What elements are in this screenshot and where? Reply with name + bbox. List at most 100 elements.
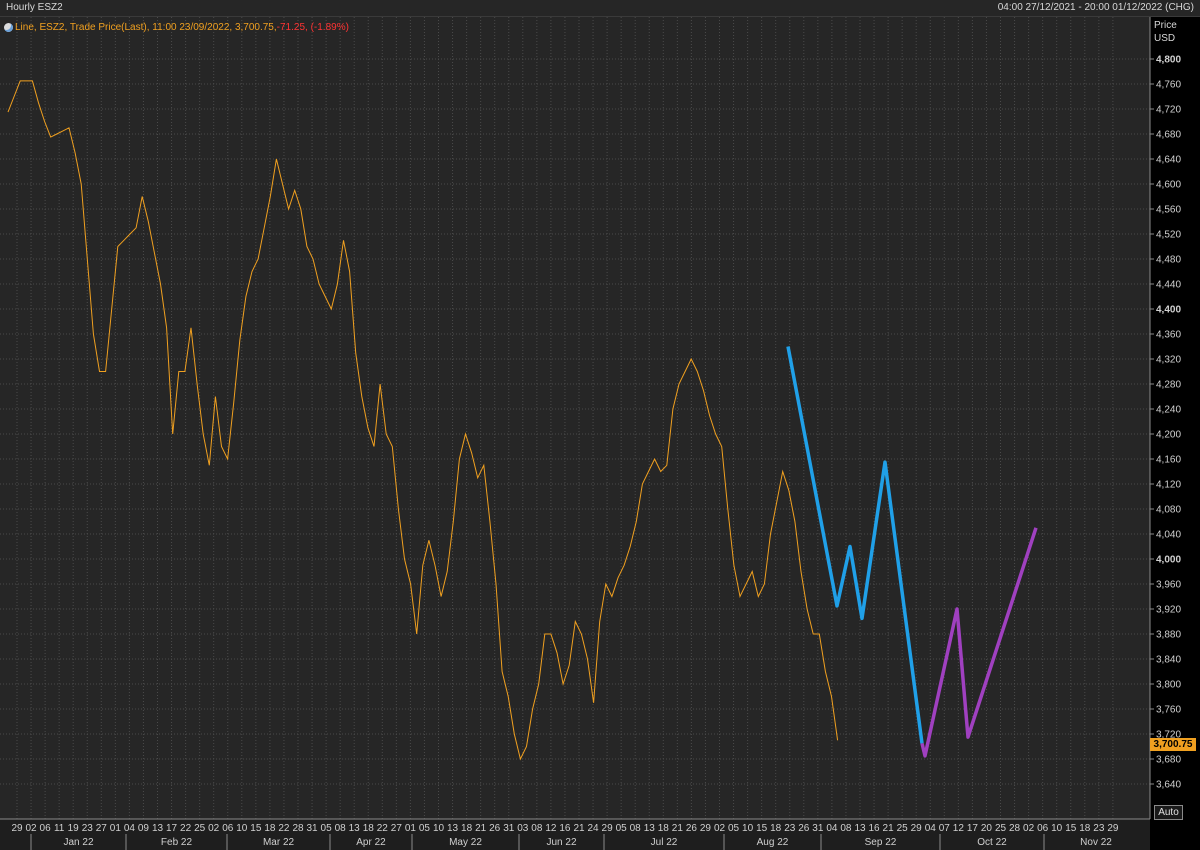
x-tick-label: 17: [166, 823, 178, 834]
y-tick-label: 4,000: [1156, 555, 1181, 566]
y-tick-label: 3,960: [1156, 580, 1181, 591]
y-tick-label: 3,760: [1156, 705, 1181, 716]
y-tick-label: 4,720: [1156, 105, 1181, 116]
month-label: Aug 22: [757, 837, 789, 848]
month-label: Feb 22: [161, 837, 193, 848]
x-tick-label: 03: [517, 823, 529, 834]
x-tick-label: 05: [728, 823, 740, 834]
title-bar: Hourly ESZ2 04:00 27/12/2021 - 20:00 01/…: [0, 0, 1200, 17]
x-tick-label: 18: [770, 823, 782, 834]
month-label: Oct 22: [977, 837, 1007, 848]
x-tick-label: 25: [194, 823, 206, 834]
x-tick-label: 19: [68, 823, 80, 834]
x-tick-label: 02: [1023, 823, 1035, 834]
month-label: Apr 22: [356, 837, 386, 848]
x-tick-label: 29: [1107, 823, 1119, 834]
x-tick-label: 10: [742, 823, 754, 834]
y-tick-label: 3,640: [1156, 780, 1181, 791]
y-tick-label: 4,200: [1156, 430, 1181, 441]
x-tick-label: 13: [152, 823, 164, 834]
x-tick-label: 26: [686, 823, 698, 834]
x-tick-label: 05: [419, 823, 431, 834]
x-tick-label: 25: [897, 823, 909, 834]
x-tick-label: 04: [124, 823, 136, 834]
series-legend[interactable]: Line, ESZ2, Trade Price(Last), 11:00 23/…: [4, 20, 349, 34]
x-tick-label: 09: [138, 823, 150, 834]
x-tick-label: 15: [756, 823, 768, 834]
x-tick-label: 05: [321, 823, 333, 834]
series-icon[interactable]: [4, 22, 13, 32]
auto-scale-button[interactable]: Auto: [1154, 805, 1183, 820]
chart-title: Hourly ESZ2: [6, 2, 63, 13]
y-tick-label: 3,880: [1156, 630, 1181, 641]
price-axis-unit: USD: [1154, 33, 1176, 44]
x-tick-label: 06: [1037, 823, 1049, 834]
x-tick-label: 10: [433, 823, 445, 834]
y-tick-label: 4,640: [1156, 155, 1181, 166]
x-tick-label: 18: [363, 823, 375, 834]
x-tick-label: 22: [278, 823, 290, 834]
x-tick-label: 15: [250, 823, 262, 834]
y-tick-label: 4,040: [1156, 530, 1181, 541]
x-axis: 29 02 06 11 19 23 27 01 04 09 13 17 22 25 02 06 10 15 18 22…: [0, 818, 1150, 850]
price-axis-title: Price: [1154, 20, 1177, 31]
y-tick-label: 4,480: [1156, 255, 1181, 266]
x-tick-label: 17: [967, 823, 979, 834]
legend-text: Line, ESZ2, Trade Price(Last), 11:00 23/…: [15, 21, 277, 33]
x-tick-label: 27: [96, 823, 108, 834]
x-tick-label: 02: [25, 823, 37, 834]
month-label: May 22: [449, 837, 482, 848]
x-tick-label: 12: [545, 823, 557, 834]
y-tick-label: 4,600: [1156, 180, 1181, 191]
x-tick-label: 29: [700, 823, 712, 834]
y-tick-label: 4,560: [1156, 205, 1181, 216]
x-tick-label: 13: [349, 823, 361, 834]
x-tick-label: 10: [236, 823, 248, 834]
x-tick-label: 01: [110, 823, 122, 834]
x-tick-label: 13: [854, 823, 866, 834]
y-tick-label: 3,680: [1156, 755, 1181, 766]
x-tick-label: 01: [405, 823, 417, 834]
x-tick-label: 08: [335, 823, 347, 834]
x-tick-label: 26: [489, 823, 501, 834]
plot-background: [0, 17, 1150, 819]
wave-projection-drawing: [920, 527, 1038, 758]
x-tick-label: 12: [953, 823, 965, 834]
x-tick-label: 31: [306, 823, 318, 834]
x-tick-label: 27: [391, 823, 403, 834]
price-series-line: [7, 80, 839, 761]
x-tick-label: 22: [180, 823, 192, 834]
y-tick-label: 3,840: [1156, 655, 1181, 666]
x-tick-label: 06: [222, 823, 234, 834]
x-tick-label: 16: [559, 823, 571, 834]
x-tick-label: 25: [995, 823, 1007, 834]
month-label: Jul 22: [651, 837, 678, 848]
month-label: Jan 22: [63, 837, 93, 848]
x-tick-label: 13: [447, 823, 459, 834]
x-tick-label: 18: [1079, 823, 1091, 834]
x-tick-label: 28: [1009, 823, 1021, 834]
x-tick-label: 06: [40, 823, 52, 834]
x-tick-label: 23: [82, 823, 94, 834]
y-tick-label: 4,760: [1156, 80, 1181, 91]
y-tick-label: 4,440: [1156, 280, 1181, 291]
date-range[interactable]: 04:00 27/12/2021 - 20:00 01/12/2022 (CHG…: [997, 2, 1194, 13]
x-tick-label: 28: [292, 823, 304, 834]
x-tick-label: 16: [868, 823, 880, 834]
x-tick-label: 08: [531, 823, 543, 834]
y-tick-label: 4,360: [1156, 330, 1181, 341]
legend-change: -71.25, (-1.89%): [276, 21, 349, 33]
y-tick-label: 3,720: [1156, 730, 1181, 741]
x-tick-label: 24: [587, 823, 599, 834]
month-label: Sep 22: [865, 837, 897, 848]
x-tick-label: 18: [264, 823, 276, 834]
x-axis-band: [0, 819, 1150, 850]
y-tick-label: 4,280: [1156, 380, 1181, 391]
x-tick-label: 31: [812, 823, 824, 834]
wave-down-drawing: [786, 346, 924, 744]
x-tick-label: 29: [911, 823, 923, 834]
y-tick-label: 4,160: [1156, 455, 1181, 466]
y-tick-label: 4,120: [1156, 480, 1181, 491]
last-price-badge: 3,700.75: [1150, 738, 1196, 751]
